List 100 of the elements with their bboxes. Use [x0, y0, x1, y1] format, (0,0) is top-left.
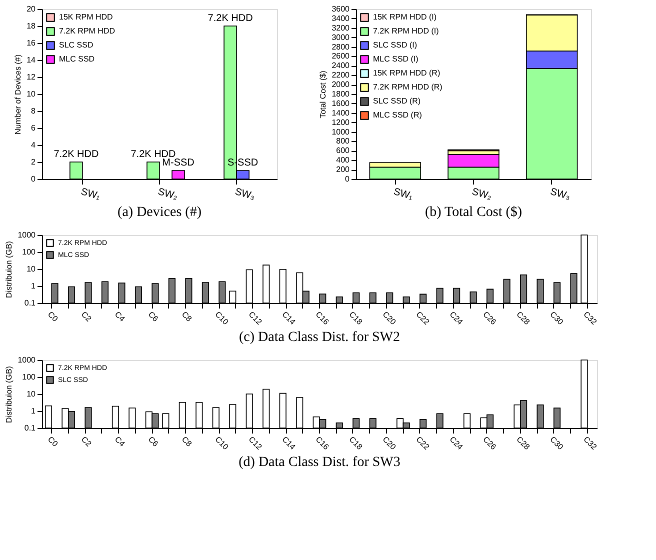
y-axis-title: Distribuion (GB) [4, 366, 14, 423]
y-tick-label: 1600 [332, 98, 350, 108]
y-tick-label: 10 [26, 264, 36, 274]
legend-label: 15K RPM HDD [59, 12, 114, 22]
y-tick-label: 400 [336, 156, 350, 165]
y-tick-label: 1000 [18, 356, 36, 364]
legend-label: 7.2K RPM HDD (I) [373, 26, 440, 36]
x-tick-label: C2 [79, 434, 94, 449]
y-tick-label: 1 [31, 282, 36, 290]
x-tick-label: C16 [314, 310, 331, 327]
text: (c) Data Class Dist. for SW2 [239, 330, 400, 346]
y-axis-title: Total Cost ($) [318, 70, 328, 118]
y-axis-title: Distribuion (GB) [4, 240, 14, 298]
x-tick-label: C18 [347, 310, 364, 327]
y-tick-label: 2800 [332, 42, 350, 52]
x-tick-label: C26 [481, 434, 498, 452]
y-tick-label: 1800 [332, 90, 350, 98]
y-tick-label: 0 [31, 174, 36, 184]
x-tick-label: C22 [414, 434, 432, 452]
x-tick-label: C26 [481, 310, 498, 327]
y-tick-label: 1400 [332, 108, 350, 118]
annotation: 7.2K HDD [208, 13, 253, 24]
legend-label: 15K RPM HDD (I) [373, 12, 437, 22]
text: (a) Devices (#) [118, 204, 202, 220]
x-tick-label: C22 [414, 310, 432, 327]
y-tick-label: 1 [31, 406, 36, 416]
y-tick-label: 3400 [332, 14, 350, 23]
legend-label: SLC SSD [59, 40, 94, 50]
x-tick-label: C0 [46, 434, 60, 449]
x-tick-label: SW₂ [156, 186, 179, 202]
y-tick-label: 800 [336, 136, 350, 146]
x-tick-label: C4 [112, 310, 127, 324]
y-tick-label: 16 [26, 38, 36, 48]
y-tick-label: 2200 [332, 70, 350, 80]
x-tick-label: SW₃ [234, 186, 256, 202]
text: (b) Total Cost ($) [424, 204, 522, 220]
y-tick-label: 1200 [332, 118, 350, 127]
x-tick-label: C8 [180, 434, 194, 449]
legend-label: MLC SSD (R) [373, 110, 422, 120]
x-tick-label: C30 [548, 434, 566, 452]
x-tick-label: C14 [280, 434, 298, 452]
x-tick-label: C4 [112, 434, 127, 449]
text: (d) Data Class Dist. for SW3 [238, 455, 400, 470]
x-tick-label: C6 [146, 434, 160, 449]
y-tick-label: 3000 [332, 32, 350, 42]
y-tick-label: 3200 [332, 23, 350, 32]
x-tick-label: C32 [582, 434, 599, 452]
y-tick-label: 2600 [332, 52, 350, 61]
x-tick-label: SW₂ [470, 186, 493, 202]
x-tick-label: SW₁ [80, 186, 102, 202]
x-tick-label: C10 [213, 310, 231, 327]
annotation: 7.2K HDD [130, 149, 176, 160]
x-tick-label: C30 [548, 310, 566, 327]
x-tick-label: C20 [380, 310, 398, 327]
legend-label: SLC SSD (I) [373, 40, 418, 50]
legend-label: SLC SSD (R) [373, 96, 421, 106]
legend-label: 7.2K RPM HDD (R) [373, 82, 443, 92]
x-tick-label: SW₁ [392, 186, 415, 202]
y-tick-label: 2000 [332, 80, 350, 90]
x-tick-label: C32 [582, 310, 599, 327]
y-tick-label: 14 [26, 56, 36, 64]
y-tick-label: 18 [26, 22, 36, 30]
y-tick-label: 6 [31, 124, 36, 132]
x-tick-label: SW₃ [548, 186, 572, 202]
y-tick-label: 12 [26, 72, 36, 82]
x-tick-label: C24 [448, 434, 465, 452]
y-tick-label: 2 [31, 158, 36, 166]
x-tick-label: C28 [514, 434, 532, 452]
y-tick-label: 20 [26, 4, 36, 14]
x-tick-label: C12 [246, 310, 264, 327]
legend-label: MLC SSD [59, 54, 95, 64]
y-tick-label: 100 [22, 372, 36, 382]
x-tick-label: C28 [514, 310, 532, 327]
y-tick-label: 10 [26, 90, 36, 98]
y-tick-label: 2400 [332, 61, 350, 70]
y-tick-label: 3600 [332, 4, 350, 14]
x-tick-label: C18 [347, 434, 364, 452]
x-tick-label: C0 [46, 310, 60, 324]
y-axis-title: Number of Devices (#) [14, 54, 23, 135]
annotation: M-SSD [162, 158, 194, 168]
y-tick-label: 1000 [332, 127, 350, 136]
y-tick-label: 0 [345, 174, 350, 184]
x-tick-label: C6 [146, 310, 160, 324]
y-tick-label: 0.1 [24, 298, 36, 308]
y-tick-label: 10 [26, 390, 36, 398]
y-tick-label: 100 [22, 248, 36, 256]
y-tick-label: 600 [336, 146, 350, 156]
legend-label: 7.2K RPM HDD [59, 26, 116, 36]
legend-label: MLC SSD (I) [373, 54, 419, 64]
y-tick-label: 0.1 [24, 424, 36, 432]
x-tick-label: C8 [180, 310, 194, 324]
y-tick-label: 8 [31, 106, 36, 116]
x-tick-label: C20 [380, 434, 398, 452]
x-tick-label: C14 [280, 310, 298, 327]
y-tick-label: 1000 [18, 230, 36, 240]
x-tick-label: C2 [79, 310, 94, 324]
x-tick-label: C24 [448, 310, 465, 327]
y-tick-label: 200 [336, 165, 350, 174]
x-tick-label: C12 [246, 434, 264, 452]
legend-label: 15K RPM HDD (R) [373, 68, 440, 78]
